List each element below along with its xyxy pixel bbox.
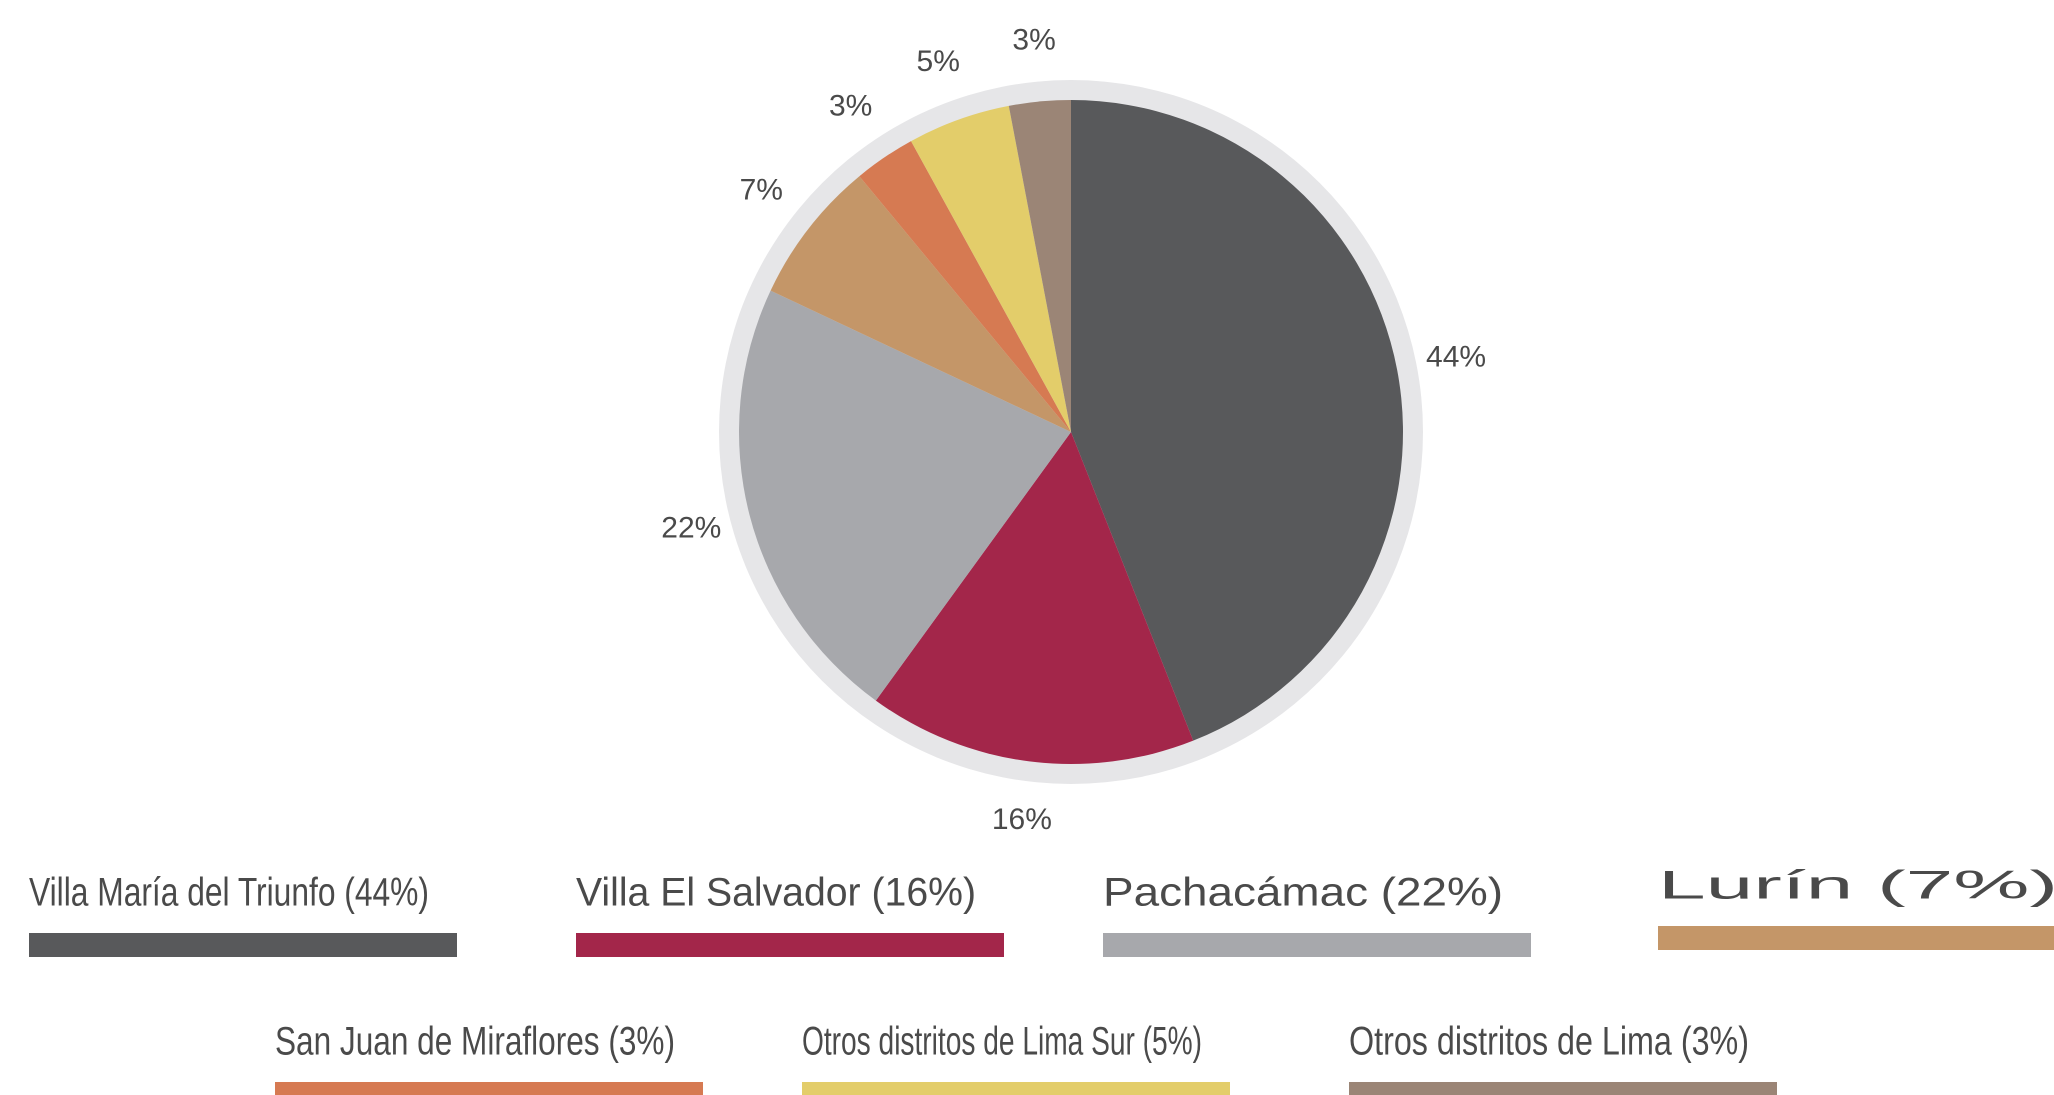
legend-label: Villa María del Triunfo (44%)	[29, 871, 429, 915]
legend-swatch	[1349, 1082, 1777, 1095]
value-label: 22%	[661, 511, 721, 544]
pie-slice	[911, 105, 1071, 433]
legend-label: Villa El Salvador (16%)	[576, 871, 976, 915]
legend-label: Otros distritos de Lima (3%)	[1349, 1020, 1749, 1064]
legend-swatch	[1103, 933, 1531, 957]
legend-label: Lurín (7%)	[1658, 864, 2054, 908]
legend-swatch	[802, 1082, 1230, 1095]
pie-slice	[770, 176, 1071, 432]
legend-swatch	[576, 933, 1004, 957]
legend-label: Pachacámac (22%)	[1103, 871, 1503, 915]
pie-slice	[875, 432, 1194, 765]
pie-slice	[739, 290, 1071, 701]
pie-slice	[859, 141, 1071, 433]
legend-label: Otros distritos de Lima Sur (5%)	[802, 1020, 1202, 1064]
legend-swatch	[1658, 926, 2054, 950]
legend-swatch	[29, 933, 457, 957]
legend-swatch	[275, 1082, 703, 1095]
value-label: 7%	[740, 174, 783, 207]
value-label: 3%	[1012, 24, 1055, 57]
value-label: 16%	[992, 803, 1052, 836]
value-label: 5%	[917, 45, 960, 78]
pie-slice	[1008, 100, 1071, 432]
legend-label: San Juan de Miraflores (3%)	[275, 1020, 675, 1064]
value-label: 3%	[829, 90, 872, 123]
value-label: 44%	[1426, 340, 1486, 373]
pie-slice	[1071, 100, 1403, 741]
